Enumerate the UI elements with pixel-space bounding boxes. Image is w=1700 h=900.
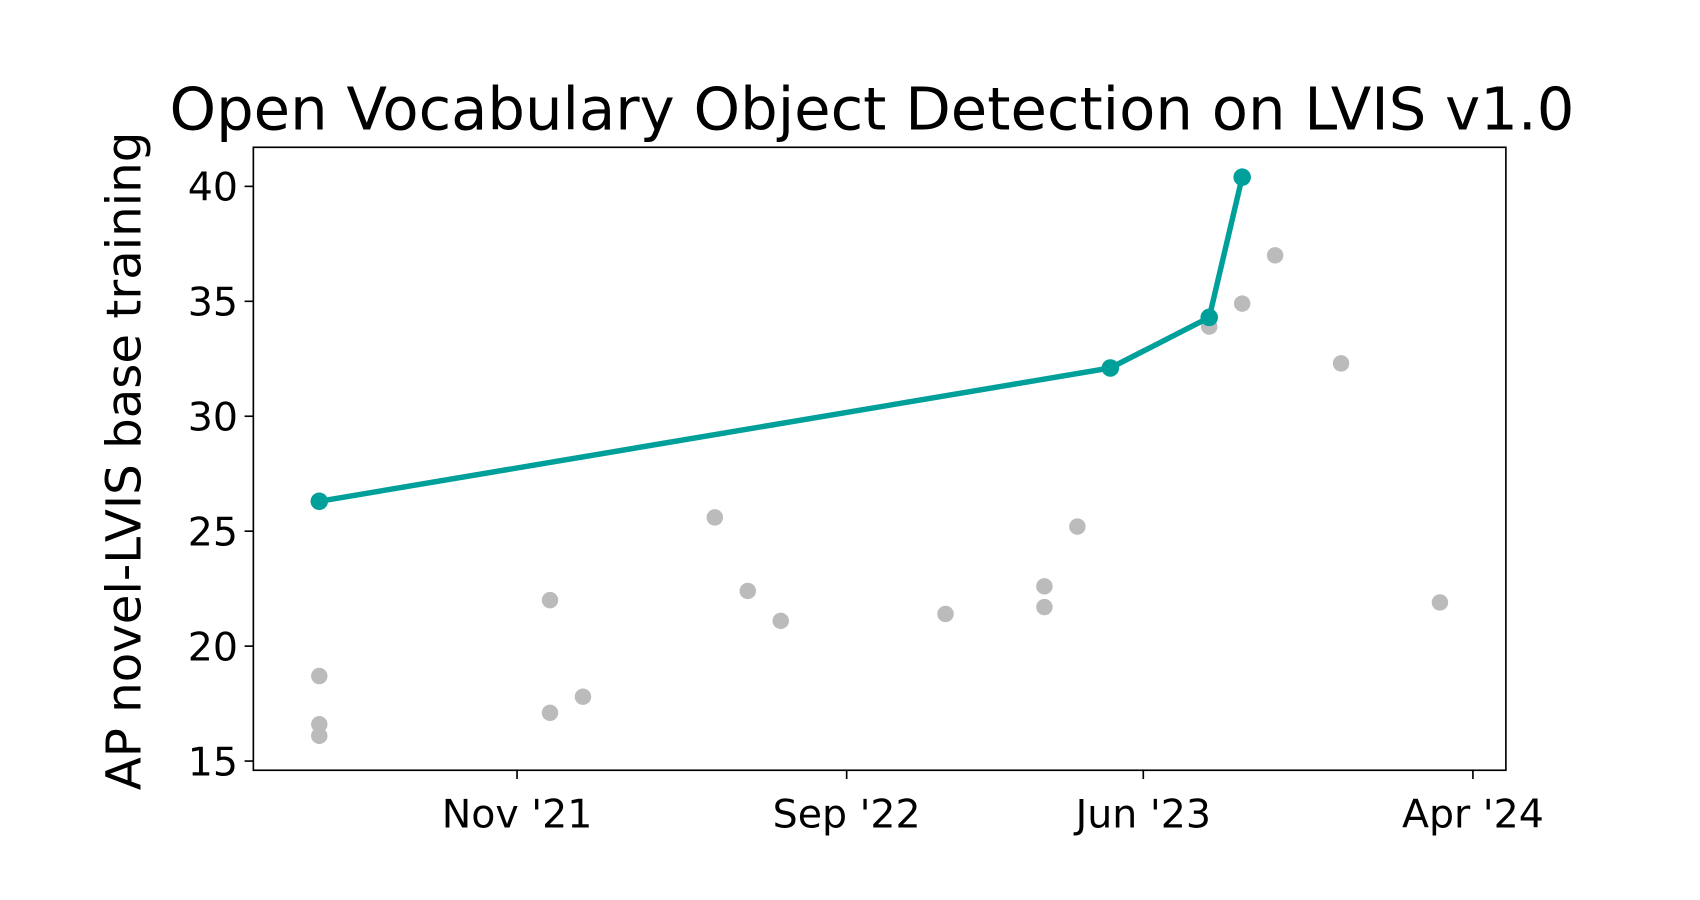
data-point bbox=[311, 716, 328, 733]
y-tick-label: 30 bbox=[188, 395, 238, 441]
y-tick-label: 15 bbox=[188, 739, 238, 785]
data-point bbox=[1101, 359, 1120, 377]
data-point bbox=[937, 605, 954, 623]
data-point bbox=[706, 509, 724, 526]
data-point bbox=[1233, 168, 1251, 186]
data-point bbox=[1069, 518, 1086, 535]
data-point bbox=[1036, 598, 1053, 616]
x-tick-label: Nov '21 bbox=[442, 791, 593, 837]
y-tick-label: 40 bbox=[188, 165, 238, 211]
data-point bbox=[1266, 247, 1284, 264]
data-point bbox=[1036, 578, 1053, 595]
plot-frame bbox=[252, 146, 1507, 772]
data-point bbox=[1431, 594, 1449, 611]
chart-title: Open Vocabulary Object Detection on LVIS… bbox=[169, 75, 1574, 144]
y-tick-label: 25 bbox=[188, 509, 238, 555]
data-point bbox=[574, 688, 592, 705]
data-point bbox=[310, 492, 329, 511]
data-point bbox=[1332, 355, 1350, 372]
data-point bbox=[772, 612, 789, 630]
data-point bbox=[311, 667, 328, 685]
x-tick-label: Apr '24 bbox=[1402, 791, 1544, 837]
series-line bbox=[318, 176, 1245, 505]
data-point bbox=[541, 704, 559, 722]
data-point bbox=[311, 727, 328, 745]
y-axis-label: AP novel-LVIS base training bbox=[96, 132, 152, 791]
data-point bbox=[541, 591, 559, 609]
y-tick-label: 20 bbox=[188, 624, 238, 670]
y-tick-label: 35 bbox=[188, 280, 238, 326]
data-point bbox=[1233, 295, 1251, 312]
data-point bbox=[739, 582, 756, 600]
x-tick-label: Sep '22 bbox=[773, 791, 921, 837]
x-tick-label: Jun '23 bbox=[1073, 791, 1211, 837]
data-point bbox=[1200, 308, 1218, 327]
